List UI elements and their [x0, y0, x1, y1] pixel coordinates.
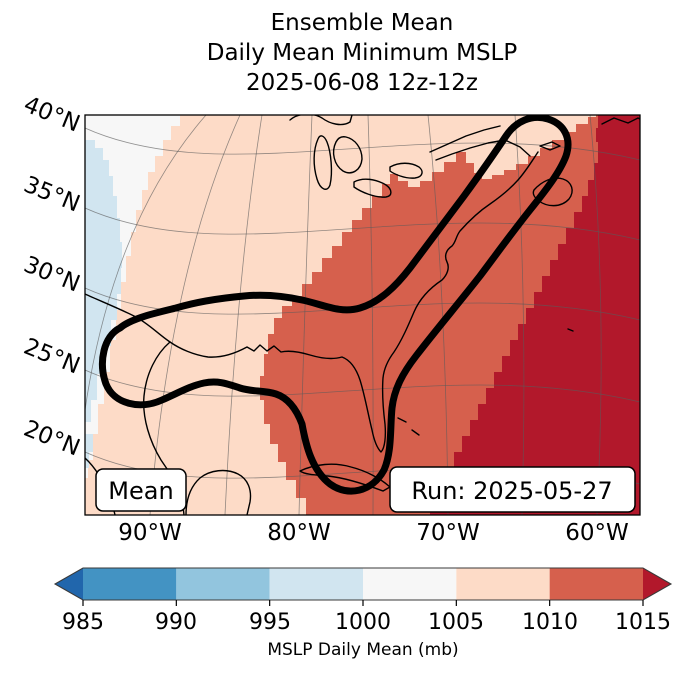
cb-tick-1005: 1005 — [428, 610, 484, 635]
mean-contour — [99, 115, 572, 495]
colorbar-axis-label: MSLP Daily Mean (mb) — [267, 640, 458, 660]
colorbar: 985 990 995 1000 1005 1010 1015 MSLP Dai… — [53, 567, 673, 660]
mean-box — [95, 468, 187, 512]
annotation-run: Run: 2025-05-27 — [389, 466, 636, 513]
y-tick-20n: 20°N — [20, 416, 84, 462]
colorbar-segment-985-990 — [83, 568, 177, 600]
y-tick-30n: 30°N — [20, 252, 84, 298]
title-line-1: Ensemble Mean — [271, 10, 454, 36]
title-line-2: Daily Mean Minimum MSLP — [207, 40, 518, 66]
mean-label: Mean — [108, 477, 173, 505]
colorbar-segment-990-995 — [176, 568, 270, 600]
x-tick-60w: 60°W — [565, 520, 629, 546]
title-line-3: 2025-06-08 12z-12z — [246, 70, 478, 96]
colorbar-segment-1005-1010 — [456, 568, 550, 600]
colorbar-segment-1010-1015 — [549, 568, 643, 600]
title-block: Ensemble Mean Daily Mean Minimum MSLP 20… — [207, 10, 518, 96]
fill-region-995-1000 — [85, 140, 122, 422]
y-tick-40n: 40°N — [20, 92, 84, 138]
y-tick-35n: 35°N — [20, 172, 84, 218]
map-frame — [84, 114, 641, 516]
y-axis-labels: 40°N 35°N 30°N 25°N 20°N — [20, 92, 84, 462]
run-label: Run: 2025-05-27 — [411, 477, 612, 505]
cb-tick-990: 990 — [155, 610, 197, 635]
cb-tick-1015: 1015 — [615, 610, 671, 635]
colorbar-tick-labels: 985 990 995 1000 1005 1010 1015 — [62, 610, 671, 635]
cb-tick-1000: 1000 — [335, 610, 391, 635]
x-tick-80w: 80°W — [267, 520, 331, 546]
colorbar-under-arrow — [55, 568, 83, 600]
fill-region-over-1015 — [430, 115, 640, 515]
x-tick-70w: 70°W — [416, 520, 480, 546]
x-tick-90w: 90°W — [118, 520, 182, 546]
colorbar-over-arrow — [643, 568, 671, 600]
run-box — [389, 466, 636, 513]
x-axis-labels: 90°W 80°W 70°W 60°W — [118, 520, 629, 546]
cb-tick-985: 985 — [62, 610, 104, 635]
cb-tick-995: 995 — [249, 610, 291, 635]
colorbar-segment-995-1000 — [269, 568, 363, 600]
y-tick-25n: 25°N — [20, 334, 84, 380]
colorbar-segment-1000-1005 — [363, 568, 457, 600]
map-panel — [85, 115, 640, 515]
cb-tick-1010: 1010 — [522, 610, 578, 635]
annotation-mean: Mean — [95, 468, 187, 512]
colorbar-ticks — [82, 600, 644, 606]
